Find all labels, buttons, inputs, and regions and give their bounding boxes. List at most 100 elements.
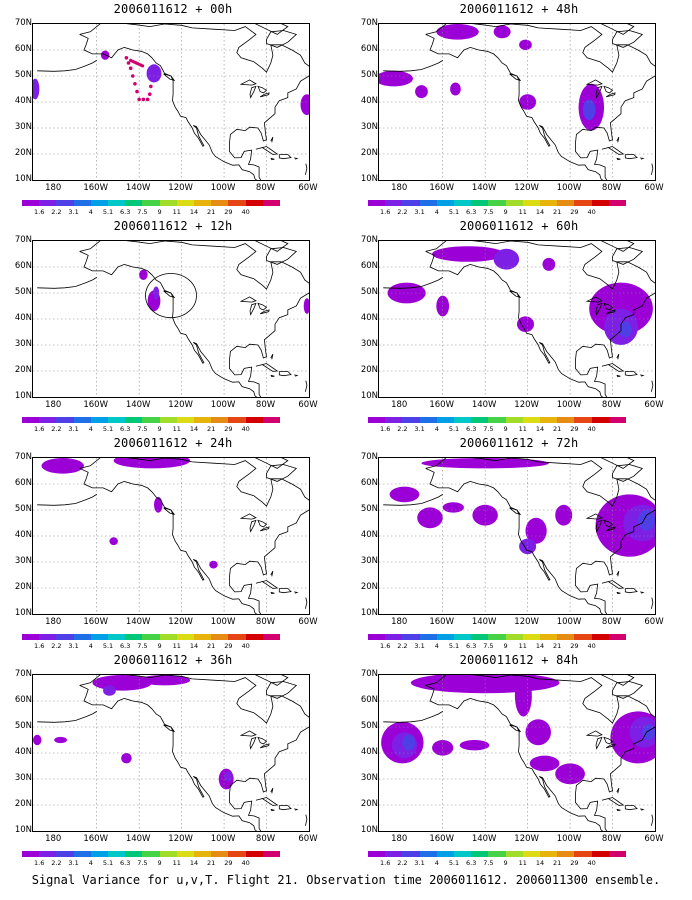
colorbar-swatch (505, 200, 523, 206)
panel-title: 2006011612 + 72h (459, 436, 579, 450)
x-tick-label: 100W (210, 183, 236, 193)
colorbar-swatch (176, 634, 195, 640)
colorbar (22, 417, 281, 423)
x-tick-label: 140W (125, 617, 151, 627)
colorbar-swatch (39, 200, 57, 206)
observation-point (137, 97, 141, 102)
coastline (595, 519, 603, 533)
colorbar-swatch (591, 634, 609, 640)
colorbar-label: 29 (224, 642, 233, 650)
colorbar-label: 1.6 (380, 642, 391, 650)
y-tick-label: 40N (14, 313, 32, 323)
variance-contour (146, 64, 162, 83)
x-tick-label: 60W (298, 834, 318, 844)
colorbar-label: 11 (172, 642, 181, 650)
colorbar-label: 5.1 (448, 642, 460, 650)
variance-contour (33, 734, 42, 746)
y-tick-label: 60N (14, 478, 32, 488)
x-tick-label: 80W (255, 183, 276, 193)
colorbar-swatch (557, 200, 575, 206)
colorbar-swatch (368, 634, 386, 640)
coastline (612, 30, 644, 48)
coastline (425, 675, 655, 831)
x-tick-label: 80W (255, 400, 276, 410)
colorbar-label: 7.5 (483, 642, 494, 650)
variance-contour (54, 736, 67, 744)
coastline (624, 805, 638, 811)
map-canvas (33, 675, 309, 831)
y-tick-label: 70N (14, 452, 32, 462)
observation-point (141, 97, 146, 102)
coastline (239, 296, 257, 303)
colorbar-swatch (108, 417, 126, 423)
coastline (294, 808, 299, 811)
map-frame (32, 240, 310, 398)
coastline (651, 814, 654, 826)
x-tick-label: 100W (210, 400, 236, 410)
colorbar-swatch (557, 417, 575, 423)
colorbar-swatch (228, 200, 246, 206)
colorbar-label: 29 (570, 425, 579, 433)
map-canvas (33, 458, 309, 614)
colorbar-swatch (56, 200, 74, 206)
colorbar-swatch (591, 200, 609, 206)
coastline (616, 787, 620, 794)
x-tick-label: 180 (391, 400, 408, 410)
colorbar-label: 5.1 (102, 642, 114, 650)
coastline (603, 736, 614, 745)
x-tick-label: 100W (210, 617, 236, 627)
y-tick-label: 30N (360, 339, 378, 349)
colorbar-label: 9 (157, 208, 162, 216)
y-tick-label: 40N (14, 96, 32, 106)
coastline (601, 797, 625, 806)
colorbar-label: 21 (207, 642, 216, 650)
coastline (616, 591, 621, 595)
colorbar-swatch (194, 417, 212, 423)
colorbar-swatch (176, 851, 195, 857)
y-tick-label: 40N (360, 96, 378, 106)
colorbar-swatch (454, 634, 472, 640)
coastline (255, 797, 279, 806)
coastline (259, 743, 270, 749)
x-tick-label: 120W (168, 617, 193, 627)
coastline (257, 302, 268, 311)
coastline (509, 73, 522, 82)
y-tick-label: 70N (14, 235, 32, 245)
coastline (239, 513, 257, 520)
variance-contour (555, 763, 585, 785)
colorbar-label: 2.2 (51, 425, 62, 433)
coastline (425, 468, 604, 614)
colorbar-swatch (194, 851, 212, 857)
map-canvas (379, 675, 655, 831)
colorbar-swatch (159, 417, 177, 423)
coastline (595, 302, 603, 316)
y-tick-label: 70N (360, 235, 378, 245)
coastline (79, 468, 258, 614)
y-tick-label: 20N (14, 365, 32, 375)
colorbar-label: 11 (518, 642, 527, 650)
colorbar-label: 3.1 (68, 425, 79, 433)
colorbar-swatch (228, 851, 246, 857)
colorbar-swatch (211, 634, 229, 640)
colorbar-label: 6.3 (466, 642, 477, 650)
coastline (601, 146, 625, 155)
colorbar-swatch (245, 200, 263, 206)
y-tick-label: 20N (14, 799, 32, 809)
colorbar-label: 21 (553, 642, 562, 650)
coastline (278, 588, 292, 594)
coastline (249, 302, 257, 316)
colorbar-label: 29 (570, 208, 579, 216)
colorbar-swatch (159, 200, 177, 206)
panel-title: 2006011612 + 84h (459, 653, 579, 667)
map-frame (32, 457, 310, 615)
colorbar-swatch (522, 851, 541, 857)
colorbar-swatch (540, 200, 558, 206)
coastline (612, 247, 644, 265)
coastline (239, 79, 257, 86)
colorbar-swatch (454, 851, 472, 857)
figure-caption: Signal Variance for u,v,T. Flight 21. Ob… (31, 873, 661, 887)
colorbar-swatch (245, 417, 263, 423)
colorbar-swatch (159, 851, 177, 857)
variance-contour (209, 560, 218, 569)
colorbar-label: 1.6 (380, 425, 391, 433)
